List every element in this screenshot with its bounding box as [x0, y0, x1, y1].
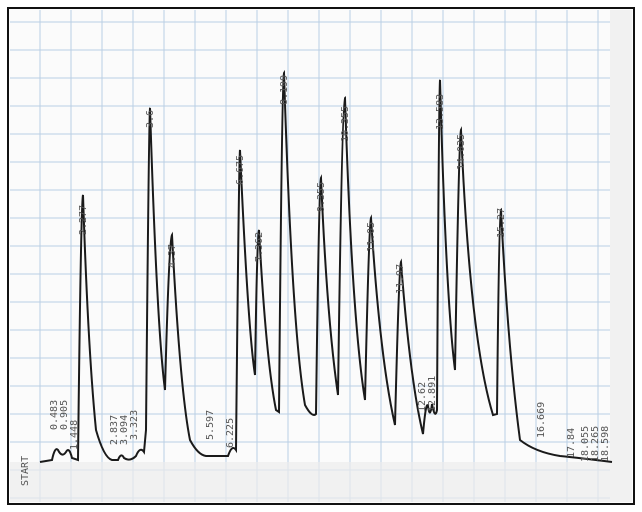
retention-time-label: 11.97 — [395, 264, 406, 294]
retention-time-label: 7.362 — [254, 232, 265, 262]
retention-time-label: 9.355 — [316, 182, 327, 212]
retention-time-label: 14.035 — [456, 134, 467, 170]
paper-bottom — [10, 462, 610, 502]
retention-time-label: 2.277 — [78, 205, 89, 235]
retention-time-label: 1.448 — [69, 420, 80, 450]
start-label: START — [20, 456, 31, 486]
retention-time-label: 5.597 — [205, 410, 216, 440]
retention-time-label: 13.583 — [435, 94, 446, 130]
retention-time-label: 3.323 — [129, 410, 140, 440]
retention-time-label: 11.05 — [366, 222, 377, 252]
retention-time-label: 6.225 — [225, 418, 236, 448]
paper-edge — [610, 10, 632, 502]
retention-time-label: 8.199 — [279, 75, 290, 105]
retention-time-label: 10.355 — [340, 106, 351, 142]
page: START 0.4830.9051.4482.2772.8373.0943.32… — [0, 0, 642, 512]
retention-time-label: 18.598 — [600, 426, 611, 462]
retention-time-label: 4.37 — [167, 244, 178, 268]
retention-time-label: 3.6 — [145, 110, 156, 128]
retention-time-label: 16.669 — [536, 402, 547, 438]
retention-time-label: 15.27 — [496, 208, 507, 238]
retention-time-label: 6.675 — [235, 155, 246, 185]
chromatogram-photo: START 0.4830.9051.4482.2772.8373.0943.32… — [0, 0, 642, 512]
retention-time-label: 17.84 — [566, 428, 577, 458]
retention-time-label: 12.891 — [427, 376, 438, 412]
